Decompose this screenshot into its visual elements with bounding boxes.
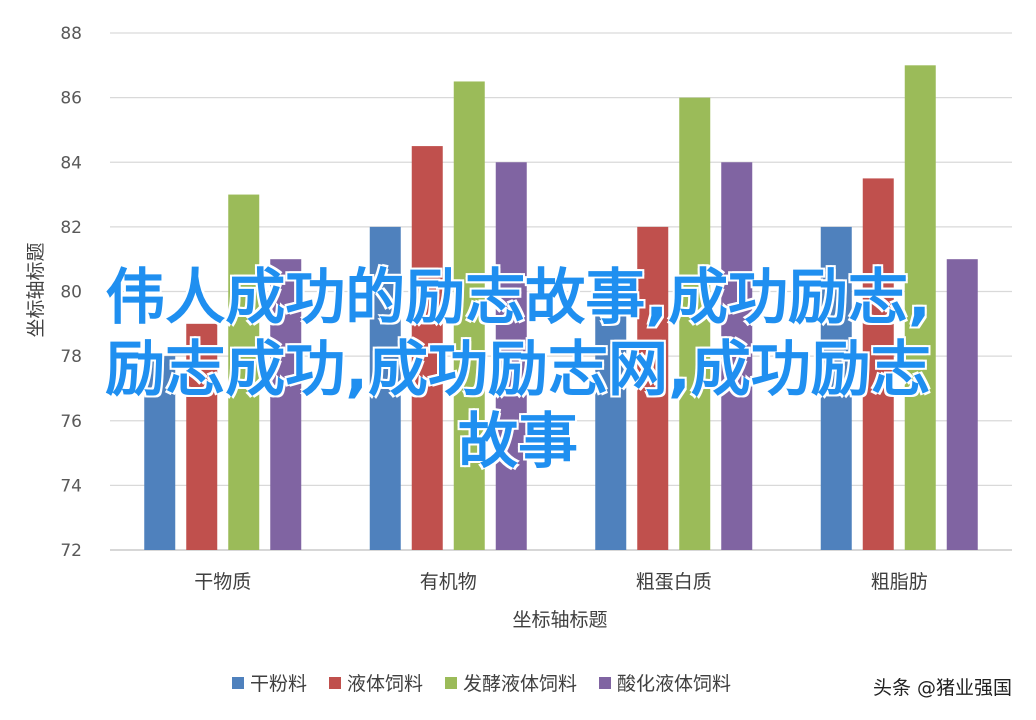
- y-tick-label: 74: [60, 476, 82, 496]
- bar-发酵液体饲料-干物质: [228, 194, 260, 550]
- bar-液体饲料-粗蛋白质: [637, 226, 669, 550]
- bar-酸化液体饲料-粗脂肪: [946, 259, 978, 550]
- legend-label: 发酵液体饲料: [463, 673, 577, 695]
- bar-干粉料-干物质: [144, 356, 176, 550]
- y-tick-label: 76: [60, 412, 82, 432]
- y-tick-labels: 72 74 76 78 80 82 84 86 88: [60, 24, 82, 561]
- bar-液体饲料-有机物: [411, 146, 443, 550]
- watermark: 头条 @猪业强国: [873, 677, 1012, 699]
- y-tick-label: 72: [60, 541, 82, 561]
- bar-酸化液体饲料-干物质: [270, 259, 302, 550]
- bar-发酵液体饲料-有机物: [453, 81, 485, 550]
- overlay-title-line-2: 励志成功,成功励志网,成功励志: [105, 335, 931, 405]
- legend: 干粉料 液体饲料 发酵液体饲料 酸化液体饲料: [232, 673, 731, 695]
- y-tick-label: 84: [60, 153, 82, 173]
- bar-发酵液体饲料-粗蛋白质: [679, 97, 711, 550]
- legend-swatch: [329, 677, 341, 689]
- overlay-title-line-3: 故事: [458, 407, 578, 477]
- category-label: 粗蛋白质: [636, 571, 712, 593]
- overlay-title-line-1: 伟人成功的励志故事,成功励志,: [105, 263, 931, 333]
- category-label: 粗脂肪: [871, 571, 928, 593]
- legend-label: 液体饲料: [347, 673, 423, 695]
- y-axis-title: 坐标轴标题: [25, 242, 47, 337]
- bar-发酵液体饲料-粗脂肪: [904, 65, 936, 550]
- bar-液体饲料-干物质: [186, 323, 218, 550]
- legend-swatch: [232, 677, 244, 689]
- category-labels: 干物质 有机物 粗蛋白质 粗脂肪: [194, 571, 928, 593]
- legend-swatch: [445, 677, 457, 689]
- bar-液体饲料-粗脂肪: [862, 178, 894, 550]
- bar-干粉料-有机物: [369, 226, 401, 550]
- legend-label: 酸化液体饲料: [617, 673, 731, 695]
- y-tick-label: 80: [60, 283, 82, 303]
- category-label: 干物质: [194, 571, 251, 593]
- bar-酸化液体饲料-粗蛋白质: [721, 162, 753, 550]
- bar-干粉料-粗脂肪: [820, 226, 852, 550]
- legend-label: 干粉料: [250, 673, 307, 695]
- y-tick-label: 86: [60, 89, 82, 109]
- y-tick-label: 82: [60, 218, 82, 238]
- gridlines: [110, 32, 1012, 551]
- bars: [144, 65, 978, 550]
- bar-干粉料-粗蛋白质: [595, 291, 627, 550]
- x-axis-title: 坐标轴标题: [512, 609, 607, 631]
- legend-swatch: [599, 677, 611, 689]
- y-tick-label: 78: [60, 347, 82, 367]
- category-label: 有机物: [420, 571, 477, 593]
- bar-酸化液体饲料-有机物: [495, 162, 527, 550]
- y-tick-label: 88: [60, 24, 82, 44]
